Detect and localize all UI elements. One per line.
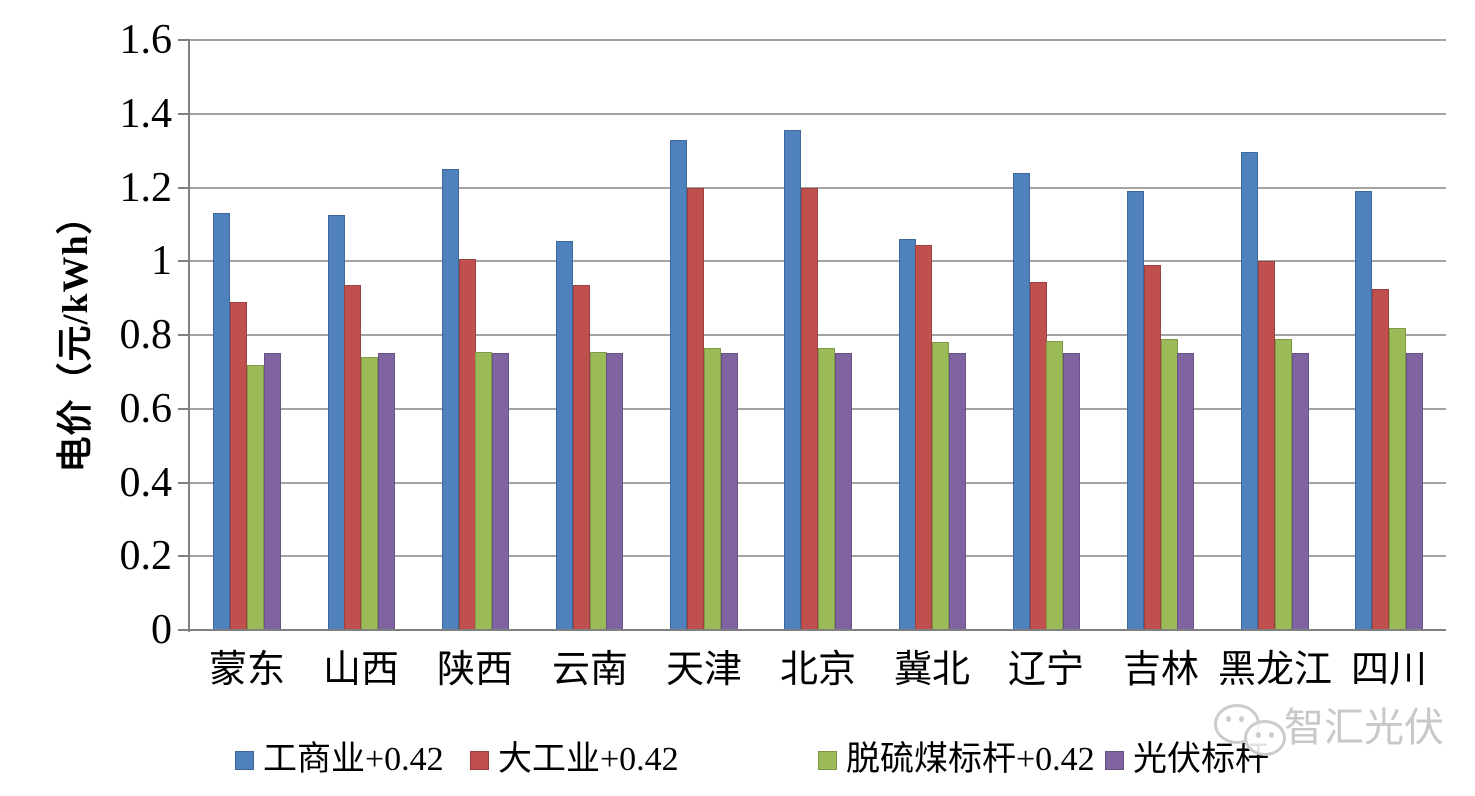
wechat-logo-icon-small — [1244, 720, 1286, 756]
y-axis-tickmark — [178, 112, 190, 115]
bar-蒙东-脱硫煤标杆+0.42 — [247, 365, 264, 631]
x-category-label: 天津 — [665, 649, 742, 691]
y-tick-label: 1.2 — [119, 164, 173, 211]
gridline — [190, 186, 1446, 189]
bar-北京-脱硫煤标杆+0.42 — [818, 348, 835, 630]
x-axis-line — [188, 629, 1446, 631]
bar-辽宁-脱硫煤标杆+0.42 — [1046, 341, 1063, 630]
x-category-label: 四川 — [1350, 649, 1427, 691]
legend-item-脱硫煤标杆+0.42: 脱硫煤标杆+0.42 — [818, 740, 1095, 780]
y-axis-tickmark — [178, 186, 190, 189]
bar-冀北-光伏标杆 — [949, 353, 966, 630]
bar-四川-大工业+0.42 — [1372, 289, 1389, 630]
bar-辽宁-工商业+0.42 — [1013, 173, 1030, 630]
bar-黑龙江-大工业+0.42 — [1258, 261, 1275, 630]
legend-label: 脱硫煤标杆+0.42 — [846, 741, 1095, 778]
watermark: 智汇光伏 — [1198, 700, 1468, 770]
y-tick-label: 1 — [151, 238, 172, 285]
y-axis-line — [188, 40, 190, 632]
bar-北京-大工业+0.42 — [801, 188, 818, 630]
x-category-label: 冀北 — [893, 649, 970, 691]
y-tick-label: 0.6 — [119, 385, 173, 432]
legend-swatch-icon — [470, 750, 489, 770]
bar-天津-工商业+0.42 — [670, 140, 687, 630]
bar-蒙东-光伏标杆 — [264, 353, 281, 630]
y-axis-tickmark — [178, 334, 190, 336]
bar-吉林-光伏标杆 — [1177, 353, 1194, 630]
x-category-label: 山西 — [322, 649, 399, 691]
bar-蒙东-大工业+0.42 — [230, 302, 247, 630]
legend-swatch-icon — [235, 750, 254, 770]
bar-蒙东-工商业+0.42 — [213, 213, 230, 630]
bar-冀北-大工业+0.42 — [915, 245, 932, 630]
wechat-logo-eye — [1239, 716, 1244, 722]
bar-北京-工商业+0.42 — [784, 130, 801, 630]
y-tick-label: 0.2 — [119, 533, 173, 580]
wechat-logo-eye — [1226, 716, 1231, 722]
bar-陕西-工商业+0.42 — [442, 169, 459, 630]
gridline — [190, 39, 1446, 41]
bar-天津-光伏标杆 — [721, 353, 738, 630]
bar-山西-光伏标杆 — [378, 353, 395, 630]
bar-云南-光伏标杆 — [606, 353, 623, 630]
y-axis-tickmark — [178, 481, 190, 484]
legend-swatch-icon — [818, 750, 837, 770]
bar-山西-大工业+0.42 — [344, 285, 361, 630]
x-category-label: 陕西 — [436, 649, 513, 691]
x-category-label: 北京 — [779, 649, 856, 691]
y-axis-tickmark — [178, 39, 190, 41]
y-tick-label: 0 — [151, 607, 172, 653]
y-axis-tickmark — [178, 555, 190, 558]
y-axis-tickmark — [178, 260, 190, 263]
bar-四川-工商业+0.42 — [1355, 191, 1372, 630]
bar-北京-光伏标杆 — [835, 353, 852, 630]
bar-黑龙江-工商业+0.42 — [1241, 152, 1258, 630]
bar-辽宁-光伏标杆 — [1063, 353, 1080, 630]
y-tick-label: 1.6 — [119, 17, 173, 63]
y-tick-label: 1.4 — [119, 90, 173, 137]
y-axis-tickmark — [178, 407, 190, 410]
bar-云南-工商业+0.42 — [556, 241, 573, 630]
bar-云南-大工业+0.42 — [573, 285, 590, 630]
bar-山西-脱硫煤标杆+0.42 — [361, 357, 378, 630]
legend-label: 大工业+0.42 — [498, 741, 679, 778]
bar-吉林-大工业+0.42 — [1144, 265, 1161, 630]
gridline — [190, 260, 1446, 263]
legend-item-工商业+0.42: 工商业+0.42 — [235, 740, 444, 780]
legend-label: 工商业+0.42 — [263, 741, 444, 778]
x-category-label: 吉林 — [1122, 649, 1199, 691]
y-axis-tickmark — [178, 629, 190, 631]
bar-四川-光伏标杆 — [1406, 353, 1423, 630]
bar-陕西-光伏标杆 — [492, 353, 509, 630]
x-category-label: 黑龙江 — [1217, 649, 1332, 691]
x-category-label: 辽宁 — [1007, 649, 1084, 691]
y-tick-label: 0.4 — [119, 459, 173, 506]
bar-吉林-工商业+0.42 — [1127, 191, 1144, 630]
bar-天津-脱硫煤标杆+0.42 — [704, 348, 721, 630]
y-tick-label: 0.8 — [119, 312, 173, 358]
bar-黑龙江-脱硫煤标杆+0.42 — [1275, 339, 1292, 630]
bar-陕西-脱硫煤标杆+0.42 — [475, 352, 492, 630]
bar-黑龙江-光伏标杆 — [1292, 353, 1309, 630]
gridline — [190, 112, 1446, 115]
x-category-label: 云南 — [551, 649, 628, 691]
watermark-text: 智汇光伏 — [1284, 705, 1444, 750]
bar-四川-脱硫煤标杆+0.42 — [1389, 328, 1406, 630]
legend-swatch-icon — [1105, 750, 1124, 770]
wechat-logo-eye — [1269, 732, 1274, 738]
bar-冀北-脱硫煤标杆+0.42 — [932, 342, 949, 630]
x-category-label: 蒙东 — [208, 649, 285, 691]
wechat-logo-eye — [1256, 732, 1261, 738]
gridline — [190, 334, 1446, 336]
bar-天津-大工业+0.42 — [687, 188, 704, 630]
legend-item-大工业+0.42: 大工业+0.42 — [470, 740, 679, 780]
